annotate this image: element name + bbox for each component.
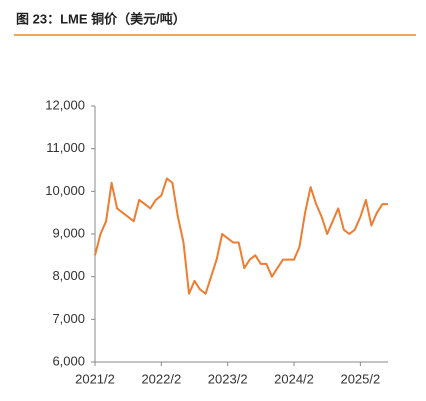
price-line xyxy=(94,177,388,295)
y-tick-label: 12,000 xyxy=(45,97,85,112)
y-tick-label: 11,000 xyxy=(46,140,85,155)
y-tick-label: 7,000 xyxy=(52,311,85,326)
x-tick-label: 2022/2 xyxy=(141,371,181,386)
y-tick-label: 9,000 xyxy=(52,225,85,240)
x-tick-label: 2021/2 xyxy=(75,371,115,386)
y-tick-label: 10,000 xyxy=(45,183,85,198)
chart-title: 图 23：LME 铜价（美元/吨） xyxy=(16,11,186,26)
x-tick-label: 2025/2 xyxy=(340,371,380,386)
y-tick-label: 6,000 xyxy=(52,353,85,368)
y-tick-label: 8,000 xyxy=(52,268,85,283)
x-tick-label: 2024/2 xyxy=(274,371,314,386)
x-tick-label: 2023/2 xyxy=(208,371,248,386)
